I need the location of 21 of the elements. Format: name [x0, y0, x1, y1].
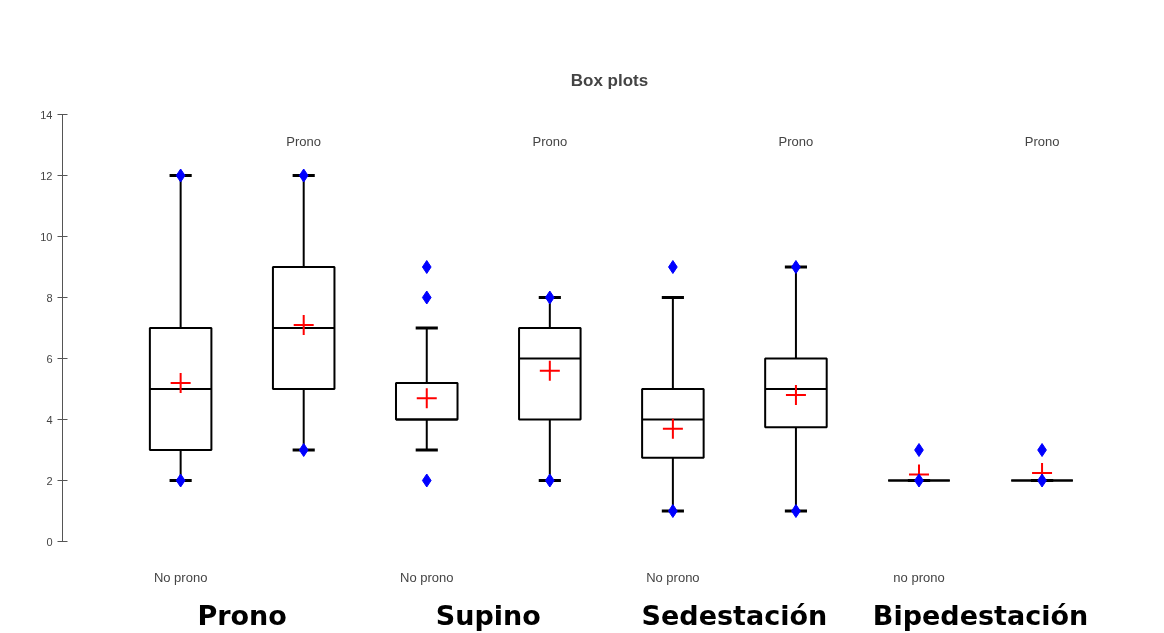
text: Bipedestación	[872, 599, 1089, 631]
x-tick-label: Prono	[778, 134, 814, 150]
x-tick-label: No prono	[400, 569, 454, 585]
x-tick-label: Prono	[286, 134, 322, 150]
x-tick-label: Prono	[1024, 134, 1060, 150]
y-tick-label: 2	[46, 474, 53, 487]
y-tick-label: 0	[46, 535, 53, 548]
text: Prono	[197, 599, 287, 631]
chart-title: Box plots	[570, 70, 649, 90]
text: Sedestación	[641, 599, 828, 631]
y-tick-label: 8	[46, 291, 53, 304]
text: Supino	[435, 599, 541, 631]
x-tick-label: No prono	[153, 569, 208, 585]
x-tick-label: Prono	[532, 134, 568, 150]
y-tick-label: 12	[40, 169, 53, 182]
y-tick-label: 14	[40, 108, 53, 121]
x-tick-label: No prono	[646, 569, 700, 585]
y-tick-label: 4	[46, 413, 53, 426]
y-tick-label: 10	[40, 230, 53, 243]
y-tick-label: 6	[46, 352, 53, 365]
x-tick-label: no prono	[893, 569, 945, 585]
